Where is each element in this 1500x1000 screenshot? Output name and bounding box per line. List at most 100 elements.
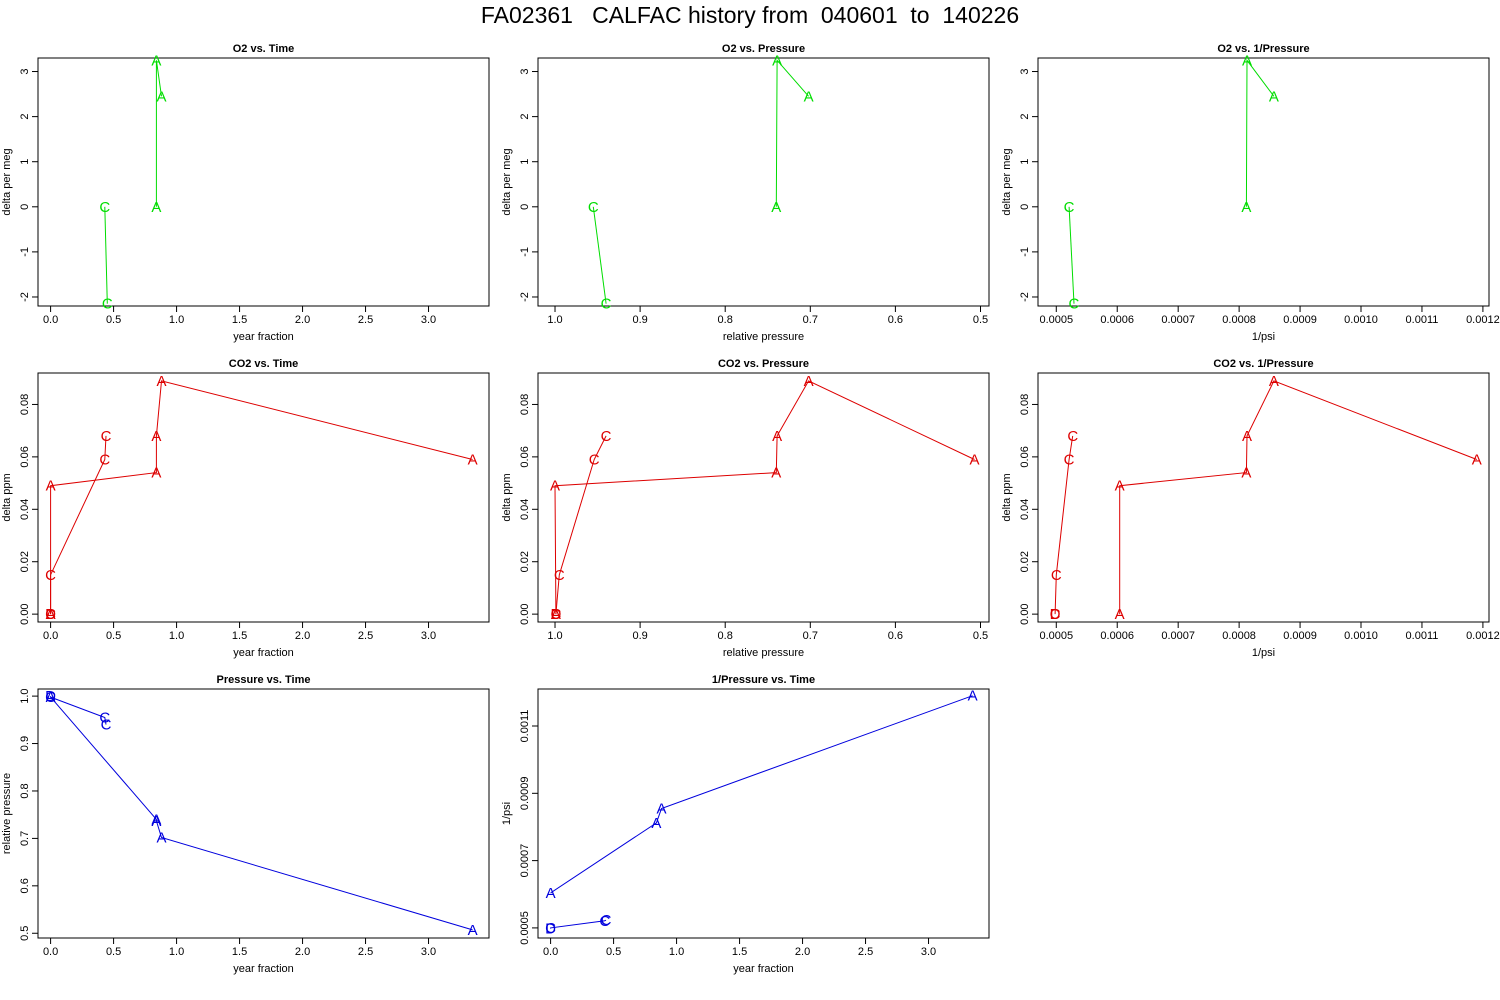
y-tick-label: 0.06: [1019, 446, 1031, 467]
series-line-2: [775, 58, 809, 207]
y-tick-label: 3: [1019, 68, 1031, 74]
x-tick-label: 3.0: [421, 946, 436, 958]
y-tick-label: 1.0: [19, 688, 31, 703]
x-tick-label: 1.0: [169, 630, 184, 642]
series-line-1: [50, 435, 107, 615]
data-point: A: [970, 451, 980, 468]
plot-frame: [537, 688, 990, 939]
y-tick-label: 0.02: [19, 551, 31, 572]
data-point: A: [968, 688, 978, 705]
panel-title: 1/Pressure vs. Time: [712, 674, 815, 686]
plot-frame: [1037, 372, 1490, 623]
y-tick-label: 2: [519, 114, 531, 120]
x-axis-label: year fraction: [233, 647, 294, 659]
data-point: A: [772, 428, 782, 445]
x-axis-label: 1/psi: [1252, 331, 1275, 343]
series-line-1: [104, 206, 108, 304]
data-point: C: [1069, 296, 1080, 313]
data-point: C: [1051, 567, 1062, 584]
y-axis-label: delta per meg: [501, 148, 513, 215]
x-tick-label: 0.0: [43, 630, 58, 642]
y-tick-label: 0.0011: [519, 710, 531, 743]
series-line-2: [550, 695, 973, 894]
data-point: A: [546, 885, 556, 902]
x-tick-label: 2.5: [358, 314, 373, 326]
data-point: C: [1064, 451, 1075, 468]
x-tick-label: 0.5: [973, 314, 988, 326]
data-point: A: [772, 52, 782, 69]
y-tick-label: 0.08: [519, 394, 531, 415]
data-point: A: [1115, 606, 1125, 623]
series-line-2: [50, 696, 473, 931]
panel-7: Pressure vs. Time 0.0 0.5 1.0 1.5 2.0 2.5 3.0 0.…: [1, 674, 490, 975]
data-point: A: [550, 478, 560, 495]
x-axis-label: relative pressure: [723, 331, 804, 343]
data-point: C: [99, 709, 110, 726]
data-point: A: [804, 373, 814, 390]
x-tick-label: 1.5: [232, 314, 247, 326]
y-tick-label: 0.08: [19, 394, 31, 415]
x-axis-label: year fraction: [233, 963, 294, 975]
series-line-1: [50, 696, 107, 725]
data-point: C: [45, 606, 56, 623]
x-tick-label: 0.9: [632, 630, 647, 642]
plot-frame: [537, 57, 990, 307]
x-tick-label: 2.5: [358, 946, 373, 958]
x-tick-label: 0.0012: [1466, 314, 1500, 326]
data-point: A: [1242, 428, 1252, 445]
data-point: A: [656, 800, 666, 817]
data-point: D: [1050, 606, 1061, 623]
panel-title: CO2 vs. Time: [229, 358, 299, 370]
data-point: A: [151, 52, 161, 69]
plot-frame: [37, 57, 490, 307]
x-axis-label: year fraction: [733, 963, 794, 975]
x-tick-label: 0.0007: [1161, 314, 1195, 326]
panel-6: CO2 vs. 1/Pressure 0.0005 0.0006 0.0007 0.00…: [1001, 358, 1500, 659]
data-point: A: [156, 373, 166, 390]
y-tick-label: 0.8: [19, 783, 31, 798]
data-point: A: [771, 465, 781, 482]
data-point: A: [1269, 88, 1279, 105]
y-tick-label: -2: [519, 292, 531, 302]
series-line-1: [555, 435, 607, 615]
data-point: D: [545, 921, 556, 938]
data-point: A: [156, 829, 166, 846]
x-tick-label: 0.5: [106, 946, 121, 958]
panel-title: O2 vs. Time: [233, 43, 295, 55]
data-point: C: [1064, 199, 1075, 216]
data-point: A: [1472, 451, 1482, 468]
y-tick-label: 0.0009: [519, 776, 531, 810]
x-tick-label: 1.0: [669, 946, 684, 958]
data-point: C: [545, 920, 556, 937]
y-tick-label: 3: [19, 68, 31, 74]
panel-8: 1/Pressure vs. Time 0.0 0.5 1.0 1.5 2.0 2.5 3.0…: [501, 674, 990, 975]
x-axis-label: year fraction: [233, 331, 294, 343]
y-tick-label: 0.02: [519, 551, 531, 572]
x-tick-label: 0.0011: [1406, 630, 1439, 642]
series-line-1: [550, 919, 607, 929]
data-point: C: [102, 296, 113, 313]
y-axis-label: delta ppm: [1001, 473, 1013, 521]
x-tick-label: 0.0012: [1466, 630, 1500, 642]
x-tick-label: 3.0: [921, 946, 936, 958]
y-tick-label: 0.0007: [519, 844, 531, 878]
y-axis-label: 1/psi: [501, 802, 513, 825]
x-tick-label: 2.5: [358, 630, 373, 642]
y-tick-label: 1: [1019, 159, 1031, 165]
y-tick-label: 0.04: [19, 499, 31, 520]
x-tick-label: 2.0: [295, 314, 310, 326]
panel-5: CO2 vs. Pressure 1.0 0.9 0.8 0.7 0.6 0.5 0.00 0.…: [501, 358, 990, 659]
x-tick-label: 0.0010: [1344, 314, 1378, 326]
y-tick-label: -2: [19, 292, 31, 302]
data-point: A: [1241, 199, 1251, 216]
data-point: A: [1241, 465, 1251, 482]
x-tick-label: 0.0: [543, 946, 558, 958]
x-tick-label: 1.5: [732, 946, 747, 958]
x-tick-label: 0.5: [106, 630, 121, 642]
plot-frame: [1037, 57, 1490, 307]
data-point: C: [588, 199, 599, 216]
x-tick-label: 0.0009: [1283, 314, 1317, 326]
x-tick-label: 0.0010: [1344, 630, 1378, 642]
x-tick-label: 0.0: [43, 314, 58, 326]
x-tick-label: 0.0005: [1039, 314, 1073, 326]
